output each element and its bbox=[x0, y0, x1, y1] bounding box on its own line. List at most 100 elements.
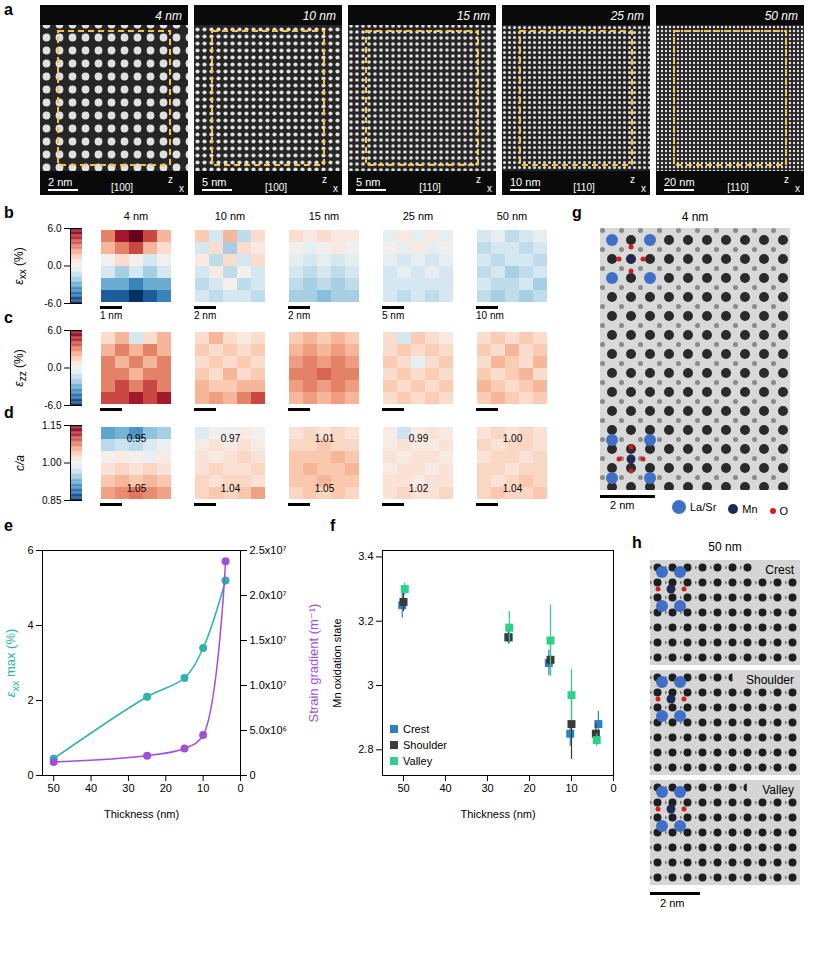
svg-text:z: z bbox=[322, 174, 327, 185]
svg-text:6.0: 6.0 bbox=[48, 325, 62, 336]
html-text:2 nm: 2 nm bbox=[610, 499, 635, 511]
html-text:50 nm: 50 nm bbox=[708, 540, 742, 554]
svg-text:10 nm: 10 nm bbox=[510, 176, 541, 188]
svg-text:5.0x10⁶: 5.0x10⁶ bbox=[250, 724, 288, 736]
svg-text:50: 50 bbox=[397, 782, 409, 794]
svg-text:1.02: 1.02 bbox=[409, 483, 429, 494]
svg-text:x: x bbox=[487, 183, 492, 194]
html-text:Strain gradient (m⁻¹): Strain gradient (m⁻¹) bbox=[305, 603, 321, 722]
svg-text:4 nm: 4 nm bbox=[155, 9, 182, 23]
svg-text:0.85: 0.85 bbox=[42, 495, 62, 506]
svg-text:x: x bbox=[333, 183, 338, 194]
html-text:2 nm: 2 nm bbox=[660, 897, 685, 909]
svg-text:0: 0 bbox=[237, 782, 243, 794]
svg-text:0.97: 0.97 bbox=[221, 433, 241, 444]
html-text:10 nm: 10 nm bbox=[476, 310, 504, 321]
svg-text:z: z bbox=[168, 174, 173, 185]
svg-text:-6.0: -6.0 bbox=[44, 298, 62, 309]
svg-text:1.05: 1.05 bbox=[127, 483, 147, 494]
html-text:50 nm: 50 nm bbox=[496, 210, 528, 222]
svg-text:3.2: 3.2 bbox=[358, 615, 373, 627]
svg-text:0: 0 bbox=[250, 769, 256, 781]
html-text:c/a: c/a bbox=[13, 454, 27, 471]
svg-text:1.0x10⁷: 1.0x10⁷ bbox=[250, 679, 287, 691]
svg-text:Mn oxidation state: Mn oxidation state bbox=[331, 618, 343, 707]
svg-text:1.05: 1.05 bbox=[315, 483, 335, 494]
svg-text:2.5x10⁷: 2.5x10⁷ bbox=[250, 544, 287, 556]
svg-text:[110]: [110] bbox=[727, 182, 749, 193]
svg-text:x: x bbox=[641, 183, 646, 194]
svg-text:1.15: 1.15 bbox=[42, 420, 62, 431]
html-text:Mn: Mn bbox=[742, 503, 758, 515]
html-text:1 nm: 1 nm bbox=[100, 310, 123, 321]
svg-text:10: 10 bbox=[197, 782, 209, 794]
svg-text:5 nm: 5 nm bbox=[356, 176, 380, 188]
svg-text:40: 40 bbox=[85, 782, 97, 794]
svg-text:10 nm: 10 nm bbox=[303, 9, 336, 23]
html-text:Valley: Valley bbox=[403, 755, 433, 767]
html-text:25 nm: 25 nm bbox=[402, 210, 434, 222]
svg-text:6.0: 6.0 bbox=[48, 223, 62, 234]
svg-text:x: x bbox=[795, 183, 800, 194]
html-text:Crest: Crest bbox=[403, 723, 430, 735]
html-text:10 nm: 10 nm bbox=[214, 210, 246, 222]
svg-text:0.0: 0.0 bbox=[48, 362, 62, 373]
svg-text:0.95: 0.95 bbox=[127, 433, 147, 444]
svg-text:z: z bbox=[476, 174, 481, 185]
svg-text:2 nm: 2 nm bbox=[48, 176, 72, 188]
svg-text:1.01: 1.01 bbox=[315, 433, 335, 444]
svg-text:Thickness (nm): Thickness (nm) bbox=[104, 808, 179, 820]
svg-text:0.0: 0.0 bbox=[48, 260, 62, 271]
html-text:Shoulder: Shoulder bbox=[403, 739, 447, 751]
svg-text:[110]: [110] bbox=[419, 182, 441, 193]
html-text:15 nm: 15 nm bbox=[308, 210, 340, 222]
svg-text:2: 2 bbox=[27, 694, 33, 706]
html-text:xx: xx bbox=[8, 680, 21, 692]
html-text:4 nm: 4 nm bbox=[123, 210, 149, 222]
svg-text:Thickness (nm): Thickness (nm) bbox=[460, 808, 535, 820]
html-text:2 nm: 2 nm bbox=[288, 310, 311, 321]
svg-text:1.5x10⁷: 1.5x10⁷ bbox=[250, 634, 287, 646]
html-text:5 nm: 5 nm bbox=[382, 310, 405, 321]
svg-text:Shoulder: Shoulder bbox=[746, 673, 794, 687]
svg-text:20 nm: 20 nm bbox=[664, 176, 695, 188]
svg-text:20: 20 bbox=[523, 782, 535, 794]
html-text:4 nm: 4 nm bbox=[681, 210, 709, 224]
svg-text:z: z bbox=[784, 174, 789, 185]
html-text:xx: xx bbox=[17, 268, 29, 279]
svg-text:2.8: 2.8 bbox=[358, 743, 373, 755]
svg-text:0: 0 bbox=[610, 782, 616, 794]
svg-text:1.00: 1.00 bbox=[42, 457, 62, 468]
svg-text:40: 40 bbox=[439, 782, 451, 794]
svg-text:z: z bbox=[630, 174, 635, 185]
svg-text:Valley: Valley bbox=[762, 783, 794, 797]
svg-text:1.04: 1.04 bbox=[503, 483, 523, 494]
svg-text:6: 6 bbox=[27, 544, 33, 556]
svg-text:3.4: 3.4 bbox=[358, 550, 373, 562]
svg-text:x: x bbox=[179, 183, 184, 194]
svg-text:2.0x10⁷: 2.0x10⁷ bbox=[250, 589, 287, 601]
svg-text:5 nm: 5 nm bbox=[202, 176, 226, 188]
svg-text:20: 20 bbox=[160, 782, 172, 794]
html-text:La/Sr: La/Sr bbox=[690, 501, 717, 513]
svg-text:25 nm: 25 nm bbox=[610, 9, 644, 23]
svg-text:30: 30 bbox=[122, 782, 134, 794]
svg-text:0.99: 0.99 bbox=[409, 433, 429, 444]
svg-text:[110]: [110] bbox=[573, 182, 595, 193]
svg-text:0: 0 bbox=[27, 769, 33, 781]
svg-text:1.04: 1.04 bbox=[221, 483, 241, 494]
html-text:2 nm: 2 nm bbox=[194, 310, 217, 321]
html-text:max (%): max (%) bbox=[3, 628, 19, 681]
svg-text:[100]: [100] bbox=[265, 182, 287, 193]
svg-text:15 nm: 15 nm bbox=[457, 9, 490, 23]
svg-text:50 nm: 50 nm bbox=[765, 9, 798, 23]
svg-text:30: 30 bbox=[481, 782, 493, 794]
svg-text:3: 3 bbox=[367, 679, 373, 691]
svg-text:50: 50 bbox=[48, 782, 60, 794]
svg-text:[100]: [100] bbox=[111, 182, 133, 193]
svg-text:Crest: Crest bbox=[765, 563, 794, 577]
svg-text:1.00: 1.00 bbox=[503, 433, 523, 444]
svg-text:10: 10 bbox=[565, 782, 577, 794]
svg-text:4: 4 bbox=[27, 619, 33, 631]
svg-text:-6.0: -6.0 bbox=[44, 400, 62, 411]
